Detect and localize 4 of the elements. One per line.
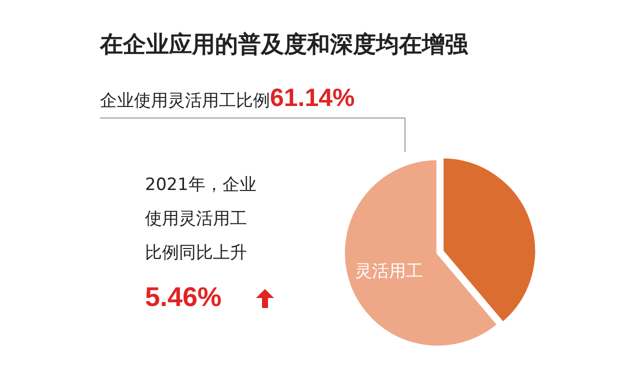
chart-title: 在企业应用的普及度和深度均在增强 xyxy=(99,31,469,58)
text: 2021年，企业使用灵活用工比例同比上升5.46% xyxy=(145,174,258,313)
text: 企业使用灵活用工比例61.14% xyxy=(100,84,355,112)
slice-label: 灵活用工 xyxy=(355,262,424,282)
